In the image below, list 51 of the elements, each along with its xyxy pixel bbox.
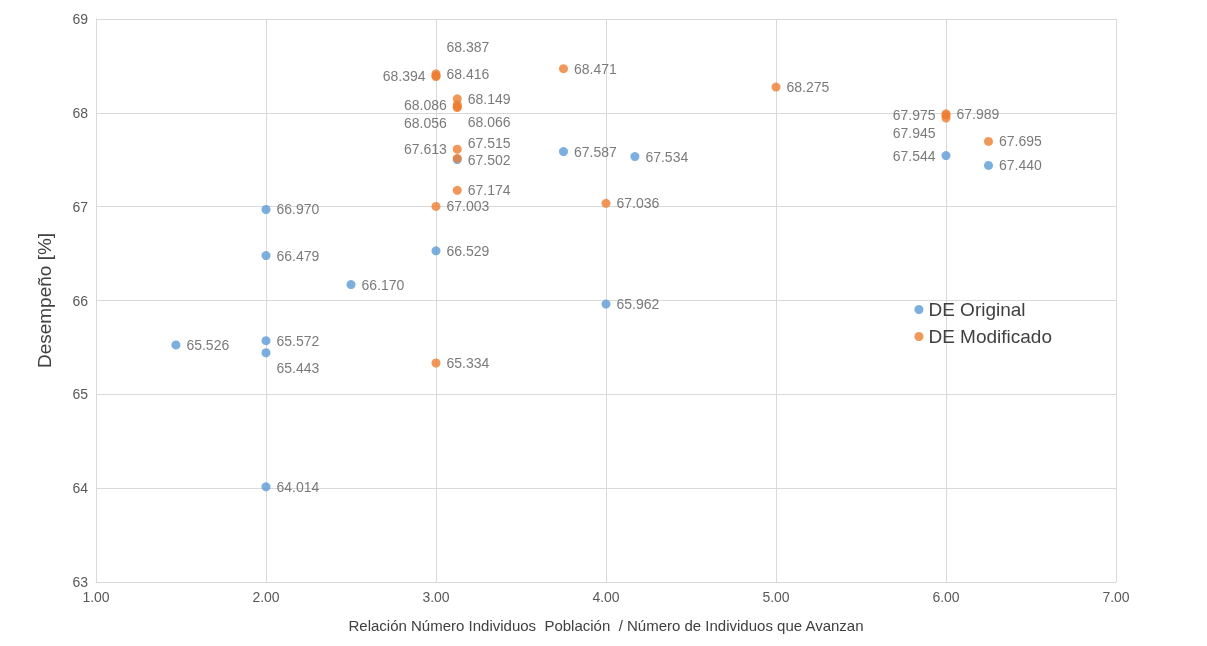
data-label: 67.544 (892, 147, 936, 164)
data-label: 67.515 (467, 135, 511, 152)
data-label: 67.695 (999, 133, 1043, 150)
data-label: 68.086 (403, 96, 447, 113)
data-label: 65.443 (276, 359, 320, 376)
x-axis-title: Relación Número Individuos Población / Número de Individuos que Avanzan (348, 617, 864, 634)
data-label: 67.036 (616, 195, 660, 212)
data-label: 68.394 (382, 67, 426, 84)
x-tick-label: 4.00 (592, 589, 620, 605)
data-label: 68.275 (786, 79, 830, 96)
y-tick-label: 64 (72, 480, 89, 497)
data-label: 67.945 (892, 124, 936, 141)
legend-label: DE Original (928, 299, 1026, 320)
y-tick-label: 66 (72, 292, 89, 309)
data-label: 66.170 (361, 276, 405, 293)
data-label: 68.149 (467, 90, 511, 107)
data-label: 68.416 (446, 65, 490, 82)
data-label: 67.003 (446, 198, 490, 215)
x-tick-label: 3.00 (422, 589, 450, 605)
data-label: 67.534 (645, 148, 689, 165)
data-label: 65.962 (616, 296, 660, 313)
x-tick-label: 2.00 (252, 589, 280, 605)
y-axis-title: Desempeño [%] (34, 232, 55, 369)
data-label: 68.387 (446, 38, 490, 55)
legend-label: DE Modificado (928, 326, 1053, 347)
data-label: 64.014 (276, 478, 320, 495)
data-label: 66.529 (446, 242, 490, 259)
data-label: 68.056 (403, 114, 447, 131)
data-label: 65.526 (186, 336, 230, 353)
y-tick-label: 63 (72, 574, 89, 590)
data-label: 67.440 (999, 157, 1043, 174)
data-label: 67.174 (467, 182, 511, 199)
y-tick-label: 65 (72, 386, 89, 403)
data-label: 66.970 (276, 201, 320, 218)
x-tick-label: 6.00 (932, 589, 960, 605)
data-label: 67.502 (467, 151, 511, 168)
x-tick-label: 5.00 (762, 589, 790, 605)
data-label: 67.587 (574, 143, 618, 160)
x-tick-label: 7.00 (1102, 589, 1130, 605)
data-label: 65.334 (446, 354, 490, 371)
data-label: 65.572 (276, 332, 320, 349)
y-tick-label: 69 (72, 11, 89, 27)
x-tick-label: 1.00 (82, 589, 110, 605)
data-label: 67.989 (956, 105, 1000, 122)
y-tick-label: 68 (72, 104, 89, 121)
data-label: 68.066 (467, 113, 511, 130)
data-label: 67.613 (403, 141, 447, 158)
y-tick-label: 67 (72, 198, 89, 215)
data-label: 68.471 (574, 60, 618, 77)
data-label: 66.479 (276, 247, 320, 264)
data-label: 67.975 (892, 107, 936, 124)
